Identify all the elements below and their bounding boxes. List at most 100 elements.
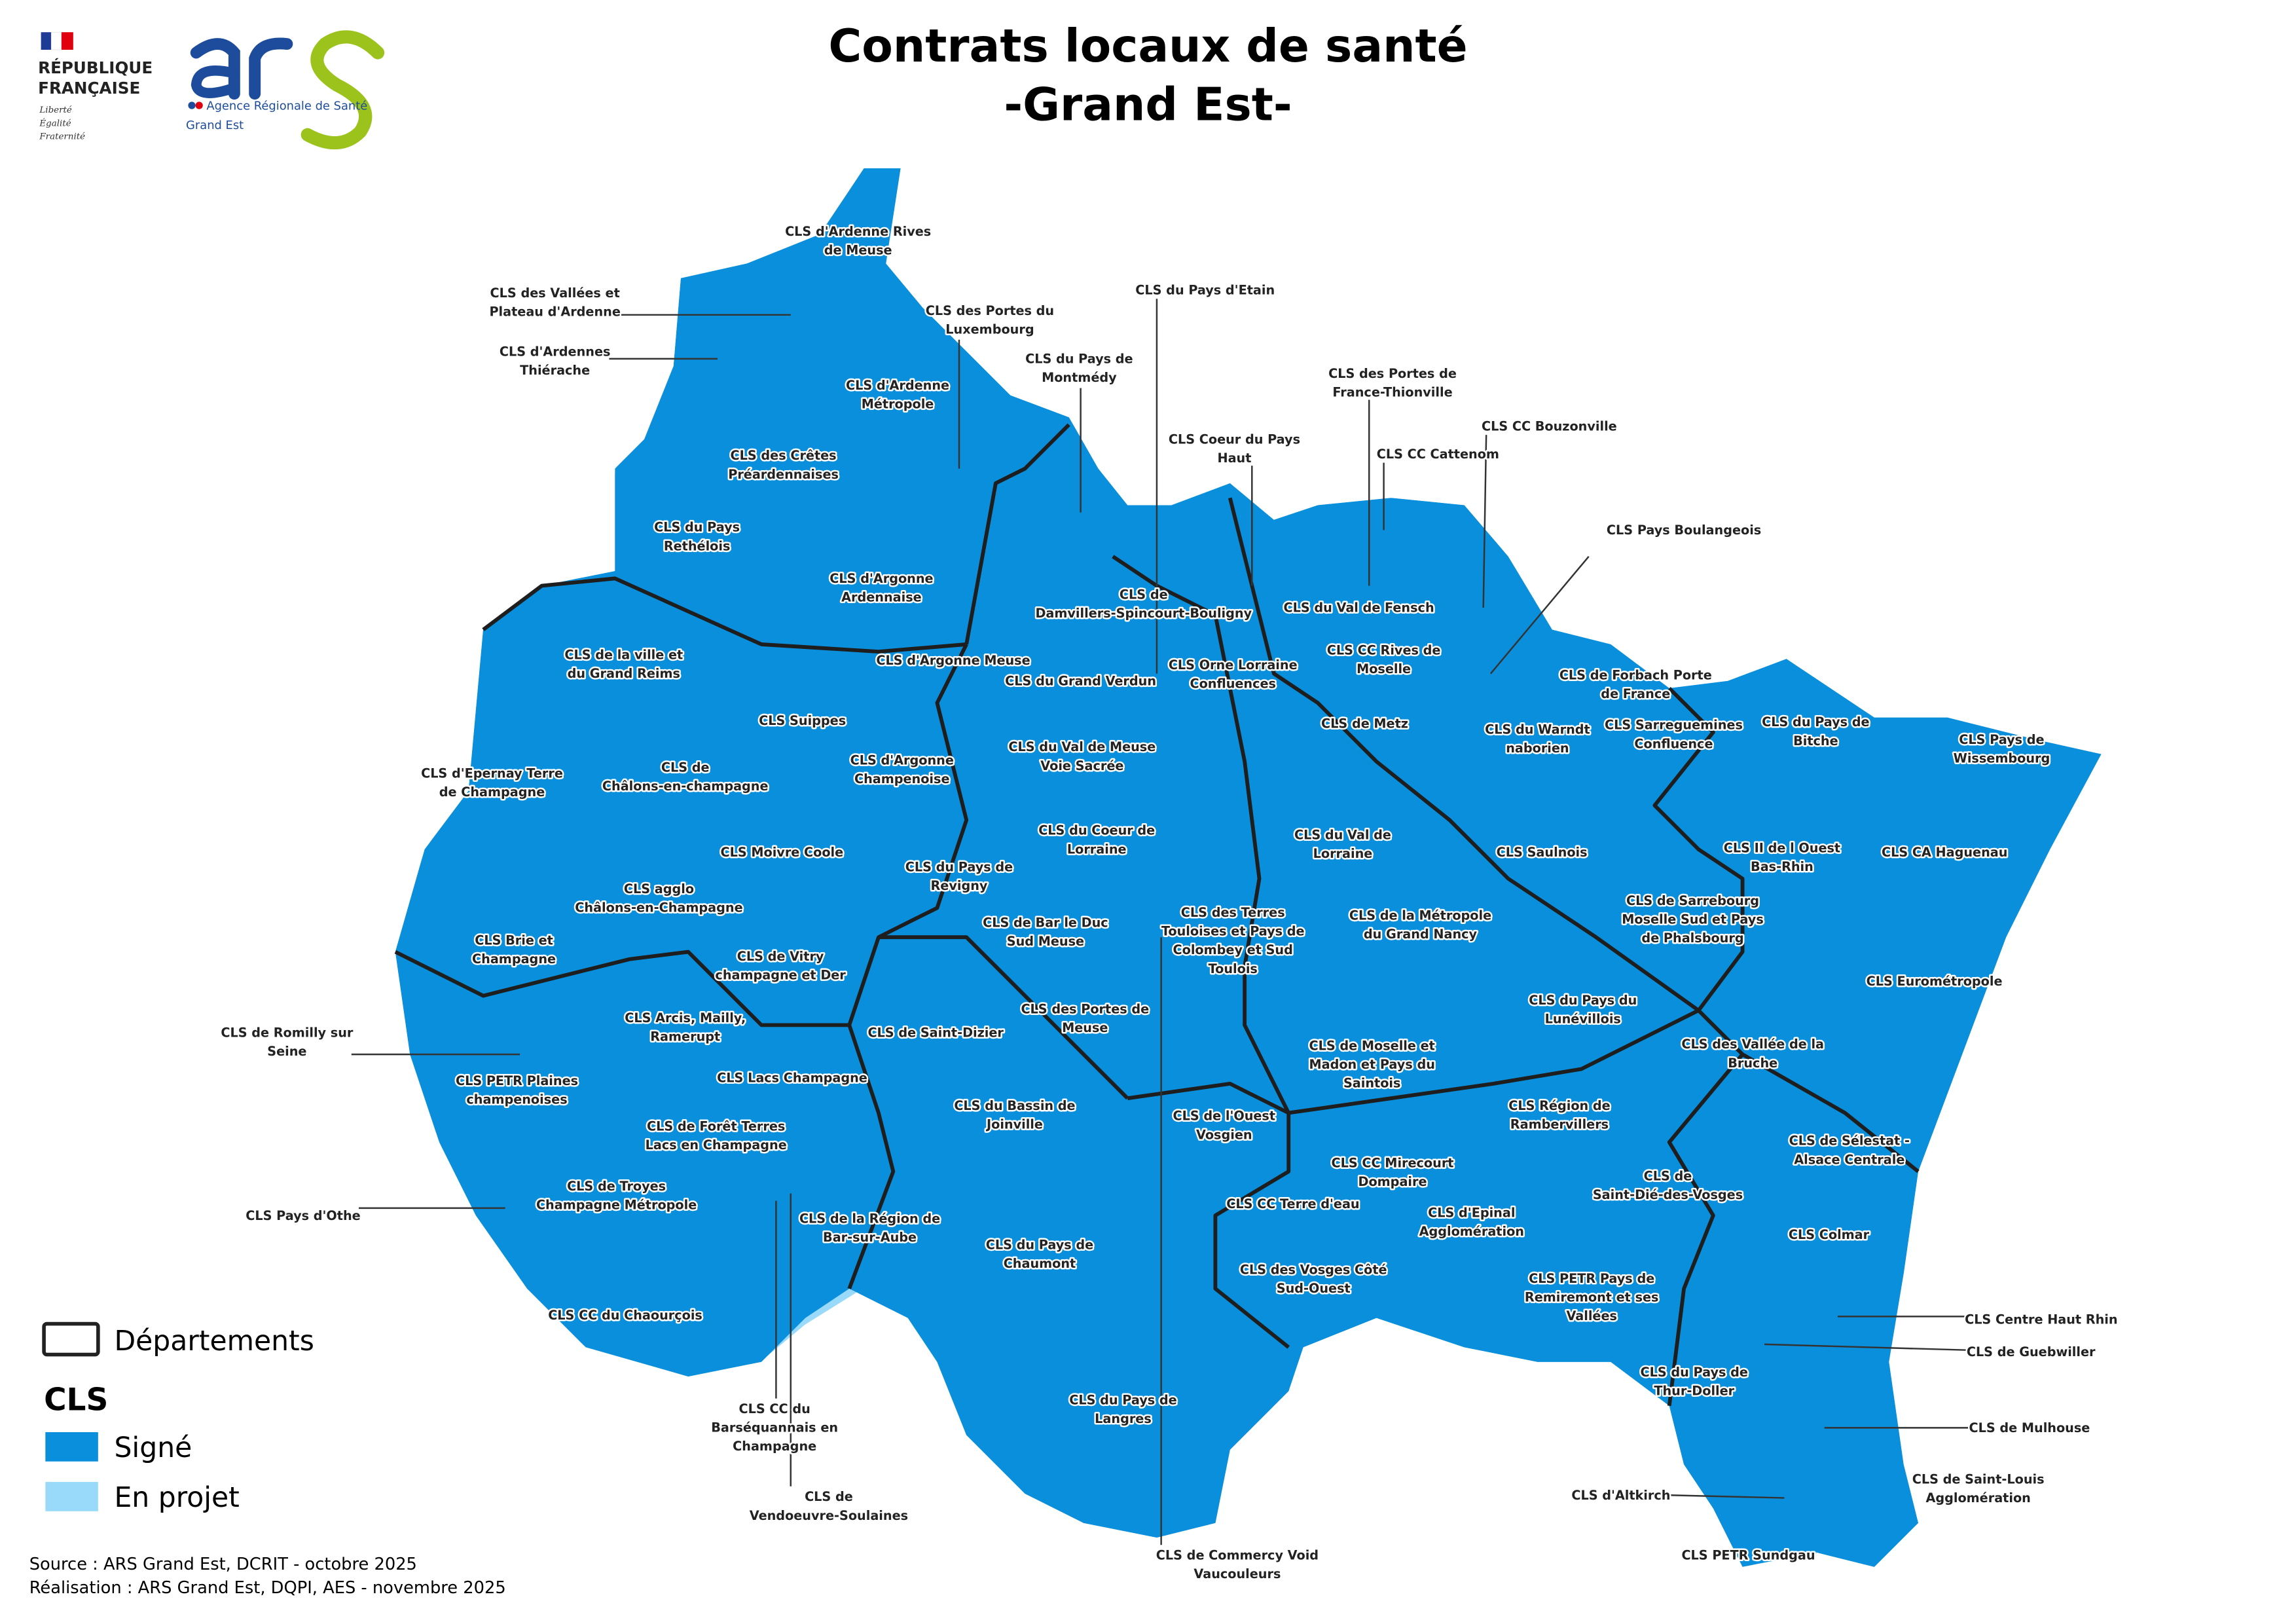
leader-lines — [351, 299, 1970, 1545]
cls-label: CLS de Sarrebourg Moselle Sud et Pays de P… — [1622, 893, 1764, 946]
cls-label-line: naborien — [1506, 741, 1569, 756]
cls-label: CLS de Sélestat - Alsace Centrale — [1789, 1134, 1910, 1168]
cls-label-line: Lunévillois — [1545, 1012, 1621, 1027]
cls-label-line: CLS Sarreguemines — [1605, 718, 1743, 733]
cls-label: CLS d'Altkirch — [1571, 1488, 1670, 1503]
cls-label: CLS de Châlons-en-champagne — [602, 760, 769, 794]
cls-label-line: CLS de Forbach Porte — [1559, 668, 1712, 683]
cls-label: CLS du Grand Verdun — [1005, 674, 1156, 689]
cls-label: CLS Lacs Champagne — [717, 1071, 867, 1086]
cls-label: CLS II de l Ouest Bas-Rhin — [1724, 840, 1840, 874]
cls-label-line: CLS du Grand Verdun — [1005, 674, 1156, 689]
cls-label-line: Confluence — [1634, 736, 1713, 751]
cls-label-line: Alsace Centrale — [1794, 1152, 1904, 1167]
cls-label-line: Saintois — [1343, 1076, 1401, 1091]
cls-label: CLS CC Mirecourt Dompaire — [1332, 1155, 1454, 1189]
cls-label-line: Ardennaise — [841, 590, 922, 605]
cls-label-line: Damvillers-Spincourt-Bouligny — [1035, 606, 1252, 621]
source-note: Source : ARS Grand Est, DCRIT - octobre … — [29, 1555, 417, 1574]
cls-label: CLS de la Métropole du Grand Nancy — [1349, 908, 1491, 942]
cls-label-line: Champagne — [472, 951, 556, 967]
cls-label-line: Bruche — [1728, 1056, 1777, 1071]
cls-label: CLS du Pays de Thur-Doller — [1641, 1365, 1748, 1399]
cls-label: CLS d'Argonne Champenoise — [850, 752, 954, 786]
cls-label-line: Confluences — [1190, 676, 1276, 692]
cls-label: CLS des Crêtes Préardennaises — [728, 448, 839, 482]
cls-label-line: CLS d'Ardennes — [500, 344, 611, 359]
cls-label: CLS de Commercy Void Vaucouleurs — [1156, 1548, 1319, 1582]
cls-label: CLS des Vallée de la Bruche — [1681, 1037, 1824, 1071]
cls-label-line: CLS du Pays de — [1025, 352, 1133, 367]
cls-label: CLS de Vendoeuvre-Soulaines — [750, 1489, 908, 1523]
cls-label-line: Colombey et Sud — [1173, 942, 1293, 957]
cls-label-line: du Grand Nancy — [1364, 927, 1478, 942]
cls-label: CLS de Mulhouse — [1969, 1420, 2090, 1435]
cls-label-line: CLS PETR Sundgau — [1681, 1548, 1815, 1563]
cls-label-line: Vosgien — [1196, 1127, 1252, 1142]
cls-label-line: CLS des Portes de — [1021, 1001, 1149, 1016]
cls-label-line: Agglomération — [1419, 1224, 1524, 1239]
cls-label-line: Thur-Doller — [1654, 1384, 1734, 1399]
cls-label-line: Meuse — [1062, 1020, 1108, 1035]
cls-label: CLS de Metz — [1321, 716, 1408, 731]
cls-label-line: CLS de la Métropole — [1349, 908, 1491, 923]
cls-label-line: CLS CC Mirecourt — [1332, 1155, 1454, 1170]
cls-label: CLS du Warndt naborien — [1485, 722, 1590, 756]
cls-label-line: Touloises et Pays de — [1161, 924, 1305, 939]
cls-label-line: CLS de — [661, 760, 710, 775]
cls-label-line: Seine — [267, 1044, 306, 1059]
cls-labels: CLS d'Ardenne Rives de Meuse CLS des Vallé… — [219, 223, 2119, 1583]
cls-label-line: Saint-Dié-des-Vosges — [1593, 1187, 1743, 1202]
cls-label: CLS des Portes de France-Thionville — [1328, 366, 1457, 400]
ars-mark — [190, 30, 385, 150]
cls-label-line: champagne et Der — [715, 968, 846, 983]
cls-label-line: CLS de l'Ouest — [1173, 1109, 1276, 1124]
cls-label-line: CLS du Pays de — [1069, 1393, 1176, 1408]
cls-label-line: CLS de la Région de — [799, 1211, 940, 1226]
cls-label-line: CLS de Vitry — [737, 949, 824, 964]
cls-label: CLS Saulnois — [1497, 845, 1588, 860]
cls-label-line: de France — [1601, 686, 1670, 701]
cls-label-line: CLS Coeur du Pays — [1169, 432, 1300, 447]
cls-label: CLS Pays d'Othe — [246, 1208, 360, 1223]
cls-label-line: CLS des Portes de — [1328, 366, 1457, 381]
cls-label-line: CLS CC Rives de — [1327, 643, 1441, 658]
cls-label-line: CLS d'Epinal — [1428, 1205, 1515, 1220]
cls-label-line: Toulois — [1209, 961, 1258, 976]
cls-label-line: CLS de Commercy Void — [1156, 1548, 1319, 1563]
cls-label: CLS de Saint-Louis Agglomération — [1912, 1471, 2045, 1505]
cls-label-line: CLS du Coeur de — [1038, 823, 1155, 838]
cls-label: CLS Région de Rambervillers — [1508, 1098, 1610, 1132]
cls-label-line: CLS CA Haguenau — [1882, 845, 2007, 860]
cls-label: CLS de Forbach Porte de France — [1559, 668, 1712, 702]
cls-label: CLS des Vosges Côté Sud-Ouest — [1240, 1263, 1387, 1297]
rf-line2: FRANÇAISE — [38, 79, 140, 98]
cls-label: CLS du Val de Fensch — [1283, 600, 1434, 616]
cls-label-line: CLS du Pays — [654, 520, 740, 535]
cls-label-line: CLS de Sarrebourg — [1626, 893, 1759, 908]
legend-title-cls: CLS — [44, 1382, 108, 1418]
cls-label-line: CLS PETR Pays de — [1529, 1271, 1654, 1286]
cls-label-line: Ramerupt — [650, 1029, 720, 1044]
cls-label-line: CLS Centre Haut Rhin — [1965, 1312, 2117, 1327]
legend-label-signe: Signé — [114, 1432, 192, 1464]
legend: Départements CLS Signé En projet — [42, 1321, 314, 1514]
cls-label-line: CLS de — [1120, 587, 1168, 602]
cls-label-line: CLS de Saint-Louis — [1912, 1471, 2045, 1486]
cls-label: CLS CC du Barséquannais en Champagne — [711, 1401, 838, 1454]
cls-label: CLS de Damvillers-Spincourt-Bouligny — [1035, 587, 1252, 621]
cls-label: CLS du Pays de Revigny — [905, 860, 1013, 894]
cls-label-line: Montmédy — [1042, 370, 1117, 385]
cls-label-line: CLS CC du — [739, 1401, 811, 1416]
cls-label-line: CLS CC du Chaourçois — [548, 1308, 702, 1323]
cls-label: CLS Suippes — [759, 713, 846, 728]
cls-label-line: Wissembourg — [1954, 751, 2050, 766]
department-borders — [395, 168, 2102, 1567]
rf-motto-1: Liberté — [39, 105, 72, 115]
cls-label-line: CLS II de l Ouest — [1724, 840, 1840, 855]
legend-swatch-en-projet — [45, 1482, 98, 1511]
cls-label-line: CLS Pays Boulangeois — [1607, 523, 1761, 538]
cls-label: CLS CC Rives de Moselle — [1327, 643, 1441, 677]
cls-label-line: CLS de — [805, 1489, 853, 1504]
cls-label-line: Voie Sacrée — [1040, 758, 1123, 773]
